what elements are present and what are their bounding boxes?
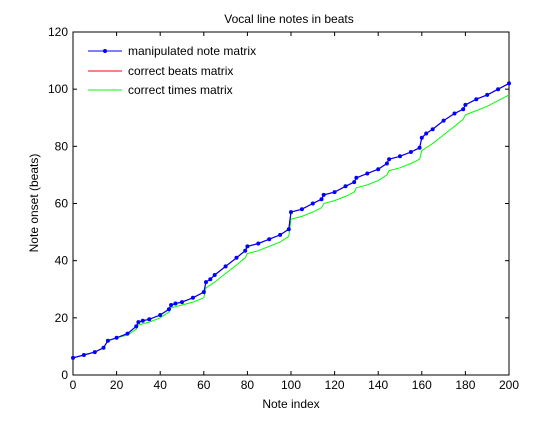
- data-point-manipulated-note-matrix: [441, 118, 446, 123]
- data-point-manipulated-note-matrix: [365, 171, 370, 176]
- data-point-manipulated-note-matrix: [507, 81, 511, 86]
- data-point-manipulated-note-matrix: [424, 131, 429, 136]
- data-point-manipulated-note-matrix: [384, 161, 389, 166]
- data-point-manipulated-note-matrix: [398, 154, 402, 159]
- data-point-manipulated-note-matrix: [92, 350, 97, 355]
- data-point-manipulated-note-matrix: [474, 97, 479, 102]
- x-tick-label: 140: [368, 378, 388, 392]
- x-tick-label: 100: [281, 378, 301, 392]
- data-point-manipulated-note-matrix: [81, 353, 86, 357]
- data-point-manipulated-note-matrix: [190, 295, 195, 300]
- legend-label-manipulated-note-matrix: manipulated note matrix: [128, 44, 256, 58]
- y-tick-label: 100: [48, 82, 68, 96]
- data-point-manipulated-note-matrix: [147, 317, 152, 322]
- x-tick-label: 40: [154, 378, 168, 392]
- data-point-manipulated-note-matrix: [452, 111, 457, 116]
- data-point-manipulated-note-matrix: [105, 338, 110, 343]
- data-point-manipulated-note-matrix: [136, 320, 141, 325]
- data-point-manipulated-note-matrix: [173, 301, 178, 306]
- y-tick-label: 80: [55, 139, 69, 153]
- data-point-manipulated-note-matrix: [278, 232, 283, 237]
- data-point-manipulated-note-matrix: [158, 313, 163, 317]
- legend-label-correct-beats-matrix: correct beats matrix: [128, 64, 233, 78]
- data-point-manipulated-note-matrix: [243, 248, 248, 253]
- data-point-manipulated-note-matrix: [461, 107, 466, 112]
- data-point-manipulated-note-matrix: [319, 197, 324, 202]
- y-axis: 0 20 40 60 80 100 120: [48, 25, 509, 382]
- data-point-manipulated-note-matrix: [212, 273, 217, 277]
- x-tick-label: 0: [70, 378, 77, 392]
- legend-marker-manipulated-note-matrix: [103, 49, 107, 53]
- data-point-manipulated-note-matrix: [245, 244, 250, 249]
- data-point-manipulated-note-matrix: [134, 324, 139, 329]
- data-point-manipulated-note-matrix: [343, 184, 348, 189]
- data-point-manipulated-note-matrix: [201, 290, 206, 295]
- legend-label-correct-times-matrix: correct times matrix: [128, 83, 233, 97]
- data-point-manipulated-note-matrix: [321, 192, 326, 197]
- data-point-manipulated-note-matrix: [166, 307, 171, 312]
- x-tick-label: 200: [499, 378, 519, 392]
- x-axis: 0 20 40 60 80 100 120 140 160 180 200: [70, 32, 519, 392]
- x-tick-label: 180: [455, 378, 475, 392]
- data-point-manipulated-note-matrix: [376, 167, 381, 172]
- data-point-manipulated-note-matrix: [463, 102, 468, 107]
- data-point-manipulated-note-matrix: [180, 300, 184, 305]
- x-tick-label: 160: [412, 378, 432, 392]
- data-point-manipulated-note-matrix: [354, 175, 359, 180]
- data-point-manipulated-note-matrix: [256, 241, 261, 246]
- data-point-manipulated-note-matrix: [101, 345, 106, 350]
- x-tick-label: 80: [241, 378, 255, 392]
- data-point-manipulated-note-matrix: [417, 145, 422, 150]
- data-point-manipulated-note-matrix: [387, 157, 392, 162]
- data-point-manipulated-note-matrix: [114, 335, 119, 340]
- x-axis-label: Note index: [262, 397, 319, 411]
- data-point-manipulated-note-matrix: [496, 87, 501, 92]
- x-tick-label: 20: [110, 378, 124, 392]
- data-point-manipulated-note-matrix: [234, 255, 239, 260]
- y-tick-label: 60: [55, 197, 69, 211]
- data-point-manipulated-note-matrix: [125, 331, 130, 336]
- x-tick-label: 120: [325, 378, 345, 392]
- legend: manipulated note matrix correct beats ma…: [82, 38, 282, 100]
- data-point-manipulated-note-matrix: [299, 207, 304, 212]
- data-point-manipulated-note-matrix: [286, 227, 291, 232]
- data-point-manipulated-note-matrix: [208, 277, 213, 282]
- y-tick-label: 40: [55, 254, 69, 268]
- data-point-manipulated-note-matrix: [169, 303, 174, 307]
- y-tick-label: 20: [55, 311, 69, 325]
- data-point-manipulated-note-matrix: [430, 127, 435, 132]
- y-axis-label: Note onset (beats): [27, 154, 41, 253]
- data-point-manipulated-note-matrix: [419, 135, 424, 140]
- data-point-manipulated-note-matrix: [310, 201, 315, 206]
- chart-title: Vocal line notes in beats: [224, 12, 353, 26]
- series-layer: [71, 81, 511, 360]
- data-point-manipulated-note-matrix: [267, 237, 272, 242]
- data-point-manipulated-note-matrix: [408, 150, 413, 154]
- y-tick-label: 0: [61, 368, 68, 382]
- data-point-manipulated-note-matrix: [485, 92, 490, 97]
- data-point-manipulated-note-matrix: [204, 280, 208, 285]
- data-point-manipulated-note-matrix: [223, 264, 228, 269]
- data-point-manipulated-note-matrix: [71, 355, 75, 360]
- data-point-manipulated-note-matrix: [289, 210, 293, 215]
- y-tick-label: 120: [48, 25, 68, 39]
- data-point-manipulated-note-matrix: [332, 190, 337, 195]
- data-point-manipulated-note-matrix: [140, 318, 145, 323]
- data-point-manipulated-note-matrix: [352, 180, 357, 185]
- x-tick-label: 60: [197, 378, 211, 392]
